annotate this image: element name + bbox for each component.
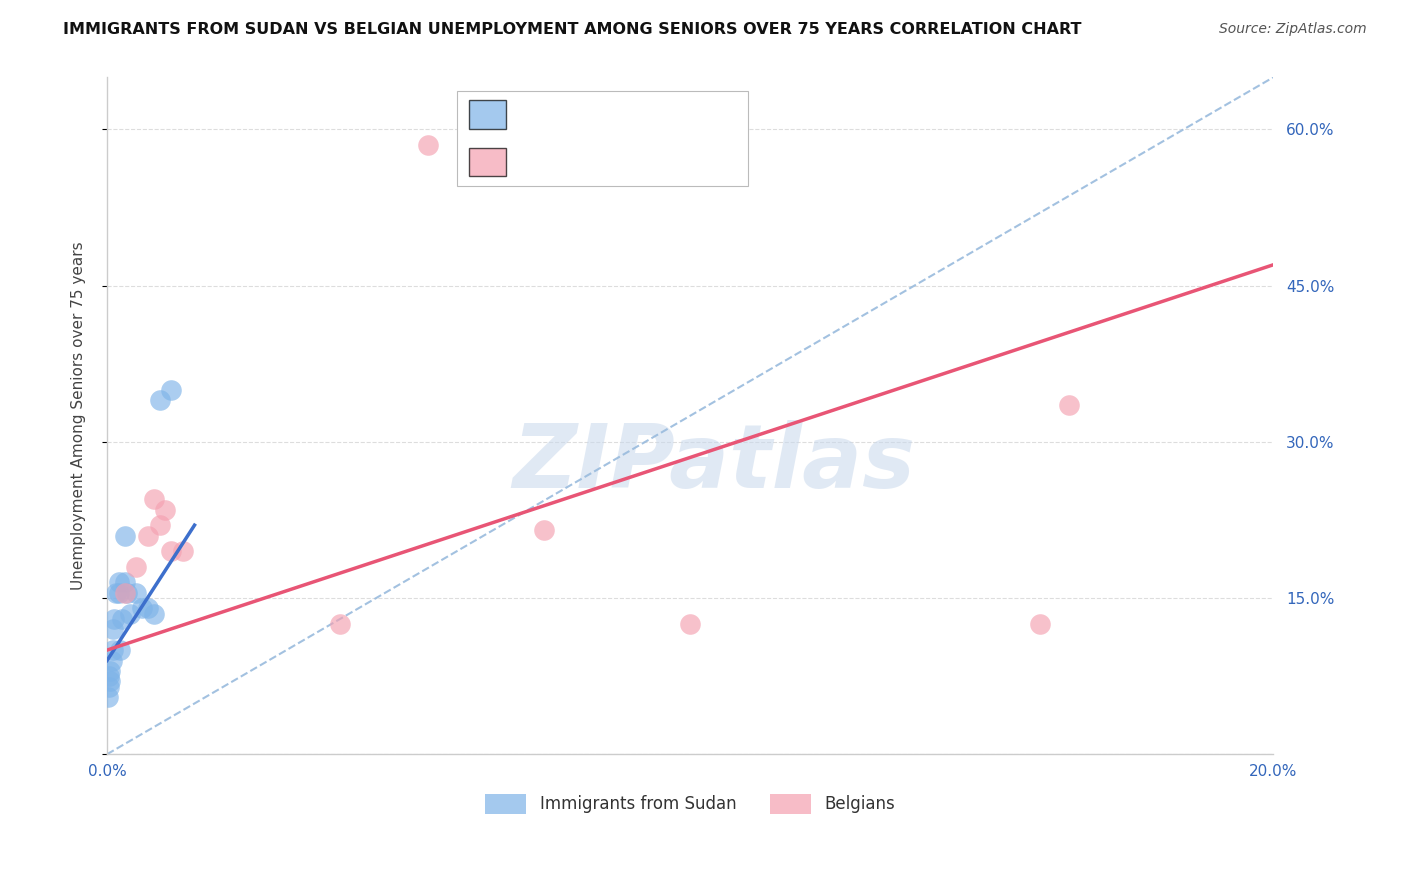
Point	[1057, 398, 1080, 412]
Point	[120, 607, 142, 621]
Point	[114, 528, 136, 542]
Point	[98, 674, 121, 689]
Point	[108, 643, 131, 657]
Point	[104, 586, 127, 600]
Point	[125, 586, 148, 600]
Point	[172, 544, 194, 558]
Point	[114, 586, 136, 600]
Point	[114, 575, 136, 590]
Y-axis label: Unemployment Among Seniors over 75 years: Unemployment Among Seniors over 75 years	[72, 242, 86, 591]
Point	[125, 559, 148, 574]
Point	[148, 393, 170, 408]
Point	[416, 138, 439, 153]
Point	[97, 680, 120, 694]
Point	[100, 653, 122, 667]
Point	[117, 586, 139, 600]
Point	[136, 528, 159, 542]
Point	[533, 524, 555, 538]
Point	[148, 518, 170, 533]
Point	[1029, 617, 1052, 632]
Point	[98, 664, 121, 678]
Point	[101, 622, 124, 636]
Legend: Immigrants from Sudan, Belgians: Immigrants from Sudan, Belgians	[485, 794, 896, 814]
Text: Source: ZipAtlas.com: Source: ZipAtlas.com	[1219, 22, 1367, 37]
Point	[131, 601, 153, 615]
Point	[679, 617, 702, 632]
Point	[160, 383, 183, 397]
Point	[155, 502, 177, 516]
Point	[329, 617, 352, 632]
Point	[142, 607, 165, 621]
Point	[160, 544, 183, 558]
Point	[107, 575, 129, 590]
Text: IMMIGRANTS FROM SUDAN VS BELGIAN UNEMPLOYMENT AMONG SENIORS OVER 75 YEARS CORREL: IMMIGRANTS FROM SUDAN VS BELGIAN UNEMPLO…	[63, 22, 1081, 37]
Point	[107, 586, 129, 600]
Point	[142, 492, 165, 507]
Point	[97, 690, 120, 704]
Point	[97, 669, 120, 683]
Point	[101, 643, 124, 657]
Text: ZIPatlas: ZIPatlas	[512, 420, 915, 507]
Point	[136, 601, 159, 615]
Point	[111, 612, 134, 626]
Point	[103, 612, 125, 626]
